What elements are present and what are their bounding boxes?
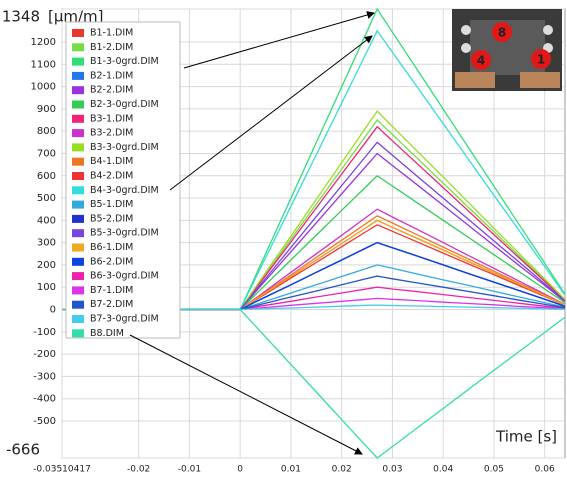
legend-swatch — [72, 243, 84, 252]
legend-label: B2-3-0grd.DIM — [90, 99, 159, 110]
legend-label: B5-3-0grd.DIM — [90, 228, 159, 239]
y-tick-label: 800 — [37, 126, 56, 137]
legend-label: B4-1.DIM — [90, 156, 133, 167]
legend-label: B6-1.DIM — [90, 242, 133, 253]
x-tick-label: 0.05 — [484, 465, 504, 475]
y-tick-label: 100 — [37, 282, 56, 293]
legend-swatch — [72, 257, 84, 266]
legend-label: B5-2.DIM — [90, 213, 133, 224]
legend-swatch — [72, 186, 84, 195]
annotation-arrow — [129, 334, 363, 455]
y-tick-label: 600 — [37, 171, 56, 182]
y-tick-label: 200 — [37, 260, 56, 271]
legend-swatch — [72, 71, 84, 80]
y-axis-label: [µm/m] — [48, 8, 104, 26]
legend-swatch — [72, 300, 84, 309]
y-tick-label: -500 — [33, 416, 56, 427]
legend-swatch — [72, 129, 84, 138]
x-tick-label: -0.01 — [178, 465, 201, 475]
legend-label: B4-3-0grd.DIM — [90, 185, 159, 196]
legend-label: B6-3-0grd.DIM — [90, 271, 159, 282]
legend-box — [65, 21, 181, 339]
legend-label: B2-2.DIM — [90, 85, 133, 96]
legend-label: B2-1.DIM — [90, 70, 133, 81]
y-tick-label: -200 — [33, 349, 56, 360]
y-tick-label: 500 — [37, 193, 56, 204]
legend-swatch — [72, 157, 84, 166]
legend-label: B3-2.DIM — [90, 128, 133, 139]
inset-hole — [543, 25, 553, 35]
legend-swatch — [72, 329, 84, 338]
x-tick-label: 0.01 — [281, 465, 301, 475]
legend-label: B1-1.DIM — [90, 28, 133, 39]
legend-swatch — [72, 229, 84, 238]
legend-swatch — [72, 200, 84, 209]
y-tick-label: 300 — [37, 238, 56, 249]
legend-label: B5-1.DIM — [90, 199, 133, 210]
inset-marker — [492, 22, 512, 42]
y-tick-label: 1100 — [31, 59, 56, 70]
x-axis-label: Time [s] — [495, 428, 557, 446]
legend-label: B7-3-0grd.DIM — [90, 314, 159, 325]
legend-swatch — [72, 114, 84, 123]
inset-label: 4 — [477, 54, 485, 68]
legend-swatch — [72, 143, 84, 152]
series-line — [62, 308, 566, 459]
legend-swatch — [72, 315, 84, 323]
legend-label: B8.DIM — [90, 328, 124, 339]
y-tick-label: 400 — [37, 215, 56, 226]
legend-label: B1-3-0grd.DIM — [90, 56, 159, 67]
annotation-arrow — [169, 35, 373, 191]
y-tick-label: 1348 — [2, 8, 40, 26]
y-tick-label: 1200 — [31, 37, 56, 48]
y-tick-label: -666 — [6, 441, 40, 459]
inset-label: 1 — [537, 53, 545, 67]
y-tick-label: -300 — [33, 371, 56, 382]
ticks: -666 -500 -400 -300 -200 -100 0 100 200 300 400 500… — [2, 8, 555, 475]
legend-swatch — [72, 43, 84, 52]
x-tick-label: 0.02 — [332, 465, 352, 475]
x-tick-label: 0 — [237, 465, 243, 475]
y-tick-label: -400 — [33, 394, 56, 405]
inset-photo: 8 4 1 — [452, 9, 562, 91]
legend-label: B4-2.DIM — [90, 171, 133, 182]
x-tick-label: 0.04 — [433, 465, 453, 475]
legend: B1-1.DIM B1-2.DIM B1-3-0grd.DIM B2-1.DIM B2-… — [72, 28, 159, 339]
legend-swatch — [72, 286, 84, 295]
inset-hole — [461, 25, 471, 35]
legend-swatch — [72, 29, 84, 37]
y-tick-label: 1000 — [31, 82, 56, 93]
x-tick-label: 0.03 — [382, 465, 402, 475]
inset-marker — [471, 50, 491, 70]
legend-label: B6-2.DIM — [90, 256, 133, 267]
inset-label: 8 — [498, 26, 506, 40]
legend-swatch — [72, 172, 84, 180]
legend-swatch — [72, 214, 84, 223]
inset-hole — [461, 43, 471, 53]
legend-label: B3-3-0grd.DIM — [90, 142, 159, 153]
legend-swatch — [72, 272, 84, 281]
legend-label: B7-1.DIM — [90, 285, 133, 296]
inset-block — [520, 72, 560, 88]
x-tick-label: -0.03510417 — [33, 465, 91, 475]
legend-swatch — [72, 86, 84, 95]
legend-swatch — [72, 100, 84, 109]
legend-label: B7-2.DIM — [90, 299, 133, 310]
y-tick-label: -100 — [33, 327, 56, 338]
legend-label: B1-2.DIM — [90, 42, 133, 53]
inset-block — [455, 72, 495, 88]
y-tick-label: 0 — [50, 305, 56, 316]
y-tick-label: 900 — [37, 104, 56, 115]
legend-label: B3-1.DIM — [90, 113, 133, 124]
y-tick-label: 700 — [37, 148, 56, 159]
x-tick-label: -0.02 — [127, 465, 150, 475]
x-tick-label: 0.06 — [535, 465, 555, 475]
annotation-arrow — [183, 11, 375, 69]
inset-marker — [531, 49, 551, 69]
legend-swatch — [72, 57, 84, 66]
